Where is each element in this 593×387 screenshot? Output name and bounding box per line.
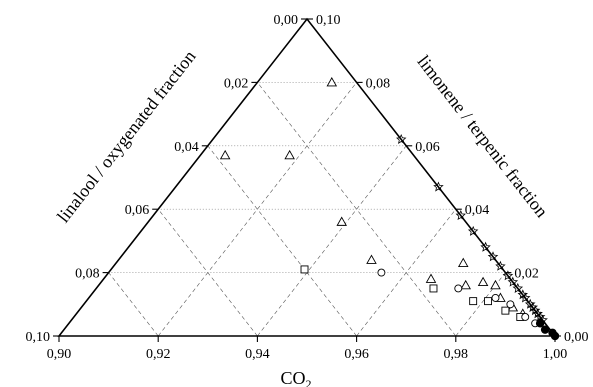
triangle-marker: [219, 149, 231, 160]
grid-line-co2: [257, 145, 407, 337]
triangle-marker: [284, 149, 295, 160]
right-axis-title: limonene / terpenic fraction: [413, 52, 552, 221]
triangle-marker: [336, 216, 347, 226]
grid-line-linalool: [157, 209, 258, 337]
grid-line-co2: [157, 82, 357, 337]
right-tick-label: 0,06: [415, 140, 440, 155]
right-tick-label: 0,00: [564, 330, 589, 345]
bottom-tick-label: 0,98: [444, 347, 469, 362]
filled-circle-marker: [540, 325, 550, 334]
circle-marker: [491, 294, 500, 302]
bottom-axis-title-main: CO: [280, 368, 305, 387]
star-marker: [487, 251, 499, 262]
star-marker: [502, 270, 514, 281]
square-marker: [300, 265, 309, 274]
left-tick-label: 0,04: [174, 140, 199, 155]
star-marker: [396, 133, 407, 144]
star-marker: [480, 241, 491, 252]
bottom-tick-label: 0,90: [47, 347, 72, 362]
bottom-axis-title-subscript: 2: [306, 377, 312, 387]
star-marker: [507, 276, 519, 287]
left-tick-label: 0,08: [75, 267, 100, 282]
circle-marker: [506, 300, 515, 309]
grid-layer: [108, 82, 506, 337]
left-tick-label: 0,00: [274, 13, 299, 28]
circle-marker: [377, 268, 386, 277]
bottom-tick-label: 0,92: [146, 347, 171, 362]
square-marker: [429, 284, 438, 293]
triangle-marker: [457, 257, 469, 268]
star-marker: [455, 209, 466, 221]
star-marker: [433, 181, 444, 192]
right-tick-label: 0,04: [465, 203, 490, 218]
star-marker: [520, 292, 531, 303]
right-tick-label: 0,10: [316, 13, 341, 28]
grid-line-linalool: [257, 82, 457, 337]
square-marker: [484, 297, 492, 306]
bottom-tick-label: 1,00: [543, 347, 568, 362]
triangle-marker: [425, 273, 437, 283]
left-axis-title: linalool / oxygenated fraction: [53, 46, 200, 226]
circle-marker: [454, 284, 463, 293]
star-marker: [495, 260, 506, 271]
bottom-axis-title: CO2: [280, 368, 311, 387]
tick-layer: 0,90 0,00 0,10 0,92 0,02 0,08 0,94 0,04 0,06 0,96…: [26, 13, 589, 362]
filled-circle-marker: [535, 319, 545, 328]
bottom-tick-label: 0,94: [245, 347, 270, 362]
grid-line-linalool: [207, 145, 357, 337]
left-tick-label: 0,02: [224, 76, 249, 91]
triangle-marker: [490, 279, 501, 290]
star-marker: [529, 305, 541, 316]
circle-marker: [521, 313, 530, 321]
star-marker: [527, 301, 538, 312]
grid-line-linalool: [108, 272, 159, 337]
square-marker: [469, 297, 478, 306]
right-tick-label: 0,08: [366, 76, 391, 91]
square-marker: [501, 306, 510, 315]
bottom-tick-label: 0,96: [344, 347, 369, 362]
triangle-marker: [366, 254, 377, 264]
star-marker: [467, 225, 479, 236]
triangle-marker: [326, 76, 338, 87]
data-layer: [219, 76, 560, 341]
grid-line-co2: [356, 209, 457, 337]
right-tick-label: 0,02: [514, 267, 539, 282]
star-marker: [512, 282, 524, 293]
left-tick-label: 0,06: [125, 203, 150, 218]
triangle-marker: [460, 279, 471, 290]
left-tick-label: 0,10: [26, 330, 51, 345]
triangle-frame: [57, 17, 557, 337]
triangle-marker: [477, 276, 489, 287]
